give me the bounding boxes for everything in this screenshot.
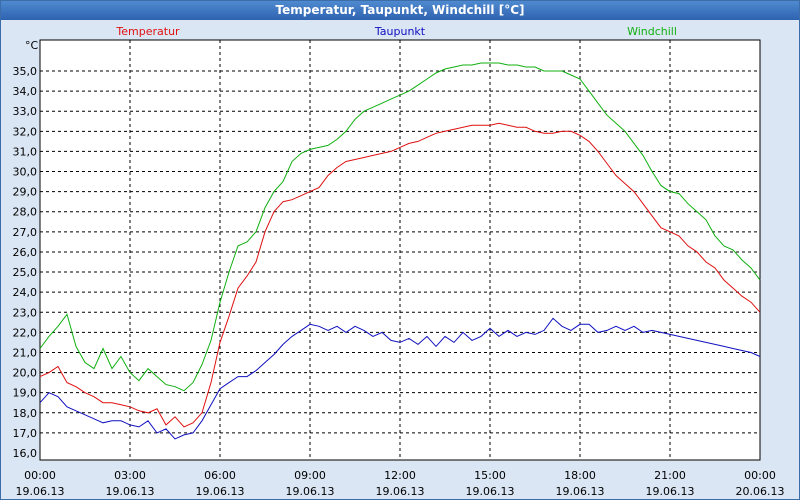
series-lines bbox=[39, 62, 761, 440]
grid-lines bbox=[40, 40, 760, 460]
legend-item-temperatur: Temperatur bbox=[115, 25, 180, 38]
x-tick-time-label: 00:00 bbox=[744, 469, 776, 482]
window-title: Temperatur, Taupunkt, Windchill [°C] bbox=[1, 1, 799, 20]
x-tick-date-label: 19.06.13 bbox=[196, 485, 245, 498]
y-tick-label: 32,0 bbox=[13, 125, 38, 138]
x-tick-time-label: 21:00 bbox=[654, 469, 686, 482]
y-tick-label: 31,0 bbox=[13, 145, 38, 158]
x-tick-date-label: 19.06.13 bbox=[376, 485, 425, 498]
y-tick-label: 26,0 bbox=[13, 246, 38, 259]
x-tick-time-label: 15:00 bbox=[474, 469, 506, 482]
x-tick-time-label: 06:00 bbox=[204, 469, 236, 482]
y-tick-label: 21,0 bbox=[13, 346, 38, 359]
y-tick-label: 29,0 bbox=[13, 186, 38, 199]
y-tick-label: 20,0 bbox=[13, 367, 38, 380]
x-tick-date-label: 19.06.13 bbox=[556, 485, 605, 498]
y-tick-label: 22,0 bbox=[13, 326, 38, 339]
x-tick-date-label: 19.06.13 bbox=[466, 485, 515, 498]
y-tick-label: 30,0 bbox=[13, 166, 38, 179]
y-axis-unit-label: °C bbox=[25, 39, 39, 52]
y-axis-ticks: 16,0 17,0 18,0 19,0 20,0 21,0 22,0 23,0 24,0 25,0… bbox=[13, 65, 38, 460]
y-tick-label: 23,0 bbox=[13, 306, 38, 319]
y-tick-label: 18,0 bbox=[13, 407, 38, 420]
y-tick-label: 35,0 bbox=[13, 65, 38, 78]
legend-item-windchill: Windchill bbox=[627, 25, 677, 38]
series-line-windchill bbox=[39, 62, 761, 392]
y-tick-label: 28,0 bbox=[13, 206, 38, 219]
series-line-taupunkt bbox=[39, 317, 761, 440]
y-tick-label: 24,0 bbox=[13, 286, 38, 299]
x-tick-time-label: 00:00 bbox=[24, 469, 56, 482]
y-tick-label: 34,0 bbox=[13, 85, 38, 98]
y-tick-label: 25,0 bbox=[13, 266, 38, 279]
x-tick-date-label: 20.06.13 bbox=[736, 485, 785, 498]
legend-item-taupunkt: Taupunkt bbox=[374, 25, 426, 38]
x-tick-time-label: 09:00 bbox=[294, 469, 326, 482]
x-tick-time-label: 18:00 bbox=[564, 469, 596, 482]
y-tick-label: 16,0 bbox=[13, 447, 38, 460]
x-tick-date-label: 19.06.13 bbox=[286, 485, 335, 498]
y-tick-label: 27,0 bbox=[13, 226, 38, 239]
y-tick-label: 33,0 bbox=[13, 105, 38, 118]
x-tick-time-label: 03:00 bbox=[114, 469, 146, 482]
x-tick-time-label: 12:00 bbox=[384, 469, 416, 482]
y-tick-label: 17,0 bbox=[13, 427, 38, 440]
x-tick-date-label: 19.06.13 bbox=[106, 485, 155, 498]
legend: Temperatur Taupunkt Windchill bbox=[115, 25, 677, 38]
x-tick-date-label: 19.06.13 bbox=[646, 485, 695, 498]
y-tick-label: 19,0 bbox=[13, 387, 38, 400]
series-line-temperatur bbox=[39, 122, 761, 428]
x-axis-ticks: 00:00 19.06.13 03:00 19.06.13 06:00 19.06.13 0… bbox=[16, 469, 785, 498]
x-tick-date-label: 19.06.13 bbox=[16, 485, 65, 498]
